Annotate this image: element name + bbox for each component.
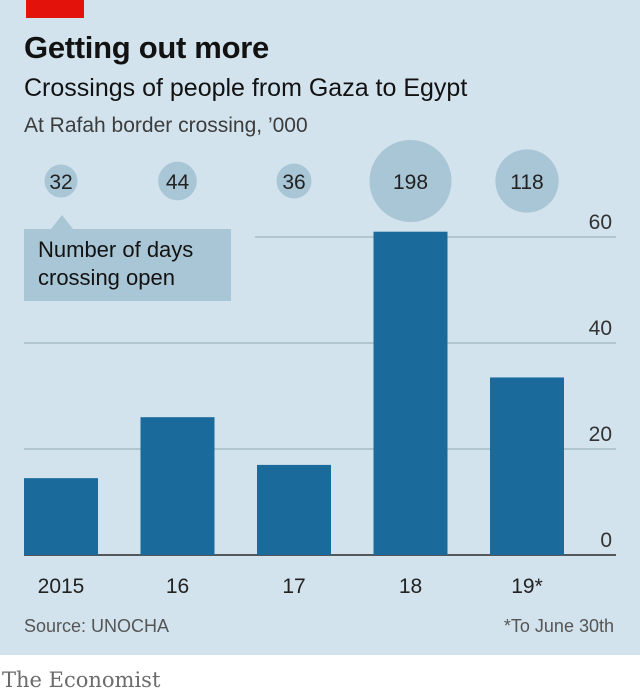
callout-pointer (51, 215, 73, 229)
callout-line-1: Number of days (38, 237, 194, 262)
days-open-bubble (495, 149, 559, 213)
days-open-label: 44 (166, 171, 190, 194)
bar (257, 464, 331, 555)
bar (140, 417, 215, 555)
days-open-callout (24, 229, 231, 301)
x-tick-label: 2015 (38, 575, 85, 598)
brand-wordmark: The Economist (2, 668, 161, 692)
days-open-label: 36 (282, 171, 305, 194)
y-tick-label: 40 (589, 317, 612, 340)
x-tick-label: 18 (399, 575, 422, 598)
y-tick-label: 0 (600, 529, 612, 552)
bar (490, 377, 564, 555)
days-open-label: 198 (393, 171, 428, 194)
days-open-bubble (44, 164, 78, 198)
x-tick-label: 16 (166, 575, 189, 598)
callout-text: Number of days crossing open (38, 236, 228, 292)
bar-chart: 0 20 40 60 2015 32 16 44 17 36 18 198 19* 118 (24, 140, 616, 598)
chart-title: Getting out more (24, 30, 269, 65)
x-tick-label: 19* (511, 575, 543, 598)
chart-unit-label: At Rafah border crossing, ’000 (24, 114, 308, 137)
y-tick-label: 60 (589, 211, 612, 234)
days-open-bubble (158, 161, 197, 201)
days-open-bubble (369, 140, 452, 222)
days-open-bubble (276, 163, 312, 199)
source-note: Source: UNOCHA (24, 616, 170, 636)
y-tick-label: 20 (589, 423, 612, 446)
bar (373, 231, 448, 555)
days-open-label: 32 (49, 171, 72, 194)
days-open-label: 118 (510, 171, 543, 194)
bar (24, 478, 98, 555)
economist-red-tag (26, 0, 84, 18)
callout-line-2: crossing open (38, 265, 175, 290)
x-tick-label: 17 (282, 575, 305, 598)
chart-subtitle: Crossings of people from Gaza to Egypt (24, 74, 468, 102)
footnote: *To June 30th (503, 616, 614, 636)
